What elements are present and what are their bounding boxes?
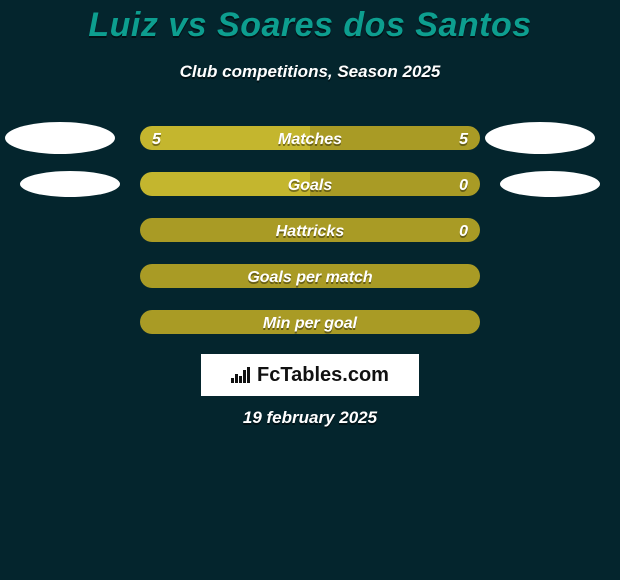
stat-row-matches: 5 Matches 5 [140,126,480,150]
stat-row-hattricks: Hattricks 0 [140,218,480,242]
stat-right-value: 5 [459,128,468,152]
stat-label: Matches [140,128,480,152]
club-crest-left-2 [20,171,120,197]
comparison-infographic: Luiz vs Soares dos Santos Club competiti… [0,0,620,580]
stat-label: Min per goal [140,312,480,336]
stat-row-min-per-goal: Min per goal [140,310,480,334]
stat-label: Hattricks [140,220,480,244]
brand-badge: FcTables.com [201,354,419,396]
page-title: Luiz vs Soares dos Santos [0,6,620,45]
stat-label: Goals [140,174,480,198]
stat-label: Goals per match [140,266,480,290]
subtitle: Club competitions, Season 2025 [0,62,620,82]
stat-row-goals: Goals 0 [140,172,480,196]
bar-chart-icon [231,367,251,383]
stat-right-value: 0 [459,174,468,198]
club-crest-right-1 [485,122,595,154]
stat-right-value: 0 [459,220,468,244]
club-crest-left-1 [5,122,115,154]
footer-date: 19 february 2025 [0,408,620,428]
club-crest-right-2 [500,171,600,197]
brand-text: FcTables.com [257,364,389,387]
stat-row-goals-per-match: Goals per match [140,264,480,288]
